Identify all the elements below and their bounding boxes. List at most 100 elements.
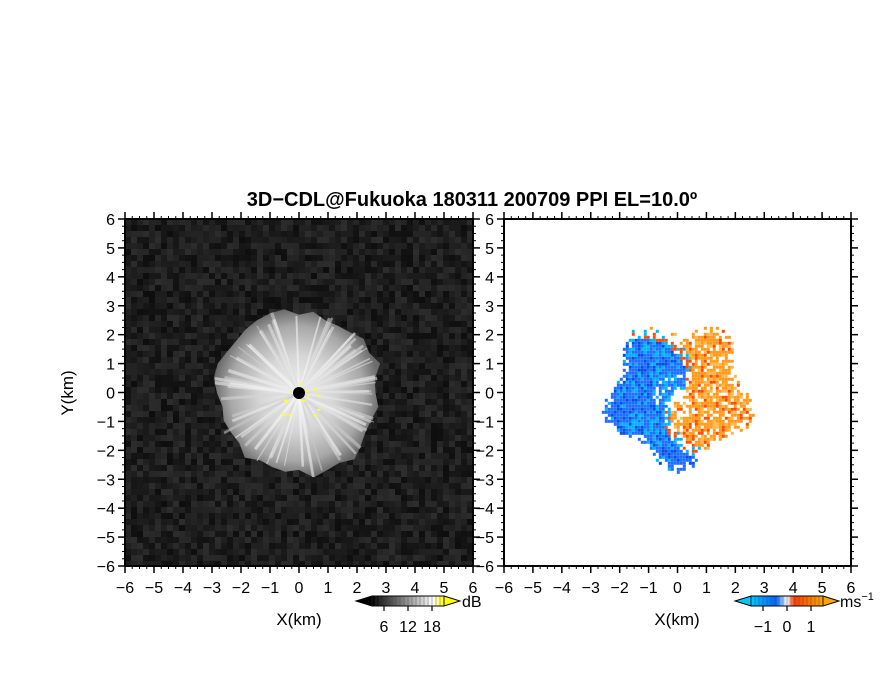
noise-cell bbox=[431, 471, 437, 477]
noise-cell bbox=[383, 267, 389, 273]
velocity-cell bbox=[652, 377, 656, 381]
noise-cell bbox=[431, 465, 437, 471]
velocity-cell bbox=[631, 395, 635, 399]
noise-cell bbox=[407, 393, 413, 399]
velocity-cell bbox=[715, 347, 719, 351]
noise-cell bbox=[311, 279, 317, 285]
velocity-cell bbox=[697, 410, 701, 414]
noise-cell bbox=[419, 543, 425, 549]
noise-cell bbox=[155, 525, 161, 531]
noise-cell bbox=[125, 525, 131, 531]
velocity-cell bbox=[631, 356, 635, 360]
noise-cell bbox=[167, 291, 173, 297]
velocity-cell bbox=[691, 401, 695, 405]
noise-cell bbox=[125, 285, 131, 291]
noise-cell bbox=[293, 501, 299, 507]
noise-cell bbox=[137, 561, 143, 566]
noise-cell bbox=[335, 249, 341, 255]
velocity-cell bbox=[625, 341, 629, 345]
noise-cell bbox=[437, 441, 443, 447]
noise-cell bbox=[365, 291, 371, 297]
noise-cell bbox=[395, 465, 401, 471]
noise-cell bbox=[239, 279, 245, 285]
noise-cell bbox=[413, 411, 419, 417]
noise-cell bbox=[221, 225, 227, 231]
noise-cell bbox=[407, 501, 413, 507]
noise-cell bbox=[455, 447, 461, 453]
noise-cell bbox=[395, 471, 401, 477]
noise-cell bbox=[143, 357, 149, 363]
noise-cell bbox=[329, 255, 335, 261]
noise-cell bbox=[269, 477, 275, 483]
velocity-cell bbox=[739, 419, 743, 423]
noise-cell bbox=[401, 261, 407, 267]
velocity-cell bbox=[628, 416, 632, 420]
velocity-cell bbox=[715, 359, 719, 363]
noise-cell bbox=[443, 297, 449, 303]
noise-cell bbox=[335, 297, 341, 303]
noise-cell bbox=[401, 291, 407, 297]
velocity-cell bbox=[709, 386, 713, 390]
velocity-cell bbox=[676, 356, 680, 360]
velocity-cell bbox=[649, 407, 653, 411]
velocity-cell bbox=[604, 398, 608, 402]
velocity-cell bbox=[691, 371, 695, 375]
noise-cell bbox=[209, 501, 215, 507]
velocity-cell bbox=[634, 410, 638, 414]
velocity-cell bbox=[646, 344, 650, 348]
velocity-cell bbox=[724, 419, 728, 423]
noise-cell bbox=[419, 423, 425, 429]
noise-cell bbox=[227, 267, 233, 273]
velocity-cell bbox=[643, 395, 647, 399]
velocity-cell bbox=[649, 386, 653, 390]
noise-cell bbox=[425, 453, 431, 459]
velocity-cell bbox=[691, 350, 695, 354]
noise-cell bbox=[203, 321, 209, 327]
noise-cell bbox=[143, 519, 149, 525]
velocity-cell bbox=[685, 416, 689, 420]
velocity-cell bbox=[712, 413, 716, 417]
velocity-cell bbox=[658, 362, 662, 366]
noise-cell bbox=[383, 483, 389, 489]
noise-cell bbox=[257, 549, 263, 555]
noise-cell bbox=[353, 321, 359, 327]
noise-cell bbox=[281, 489, 287, 495]
noise-cell bbox=[173, 339, 179, 345]
snr-ray bbox=[298, 392, 357, 455]
noise-cell bbox=[305, 243, 311, 249]
noise-cell bbox=[155, 285, 161, 291]
noise-cell bbox=[329, 465, 335, 471]
noise-cell bbox=[353, 459, 359, 465]
noise-cell bbox=[197, 243, 203, 249]
noise-cell bbox=[401, 501, 407, 507]
noise-cell bbox=[185, 399, 191, 405]
noise-cell bbox=[125, 459, 131, 465]
noise-cell bbox=[413, 555, 419, 561]
noise-cell bbox=[191, 435, 197, 441]
noise-cell bbox=[377, 273, 383, 279]
velocity-cell bbox=[724, 404, 728, 408]
noise-cell bbox=[365, 273, 371, 279]
noise-cell bbox=[461, 507, 467, 513]
velocity-cell bbox=[685, 410, 689, 414]
noise-cell bbox=[143, 459, 149, 465]
velocity-cell bbox=[673, 422, 677, 426]
noise-cell bbox=[449, 381, 455, 387]
noise-cell bbox=[395, 303, 401, 309]
noise-cell bbox=[263, 225, 269, 231]
noise-cell bbox=[377, 261, 383, 267]
velocity-cell bbox=[661, 368, 665, 372]
noise-cell bbox=[191, 267, 197, 273]
noise-cell bbox=[455, 429, 461, 435]
velocity-cell bbox=[634, 401, 638, 405]
noise-cell bbox=[185, 321, 191, 327]
noise-cell bbox=[245, 303, 251, 309]
noise-cell bbox=[215, 345, 221, 351]
velocity-cell bbox=[640, 413, 644, 417]
noise-cell bbox=[245, 543, 251, 549]
noise-cell bbox=[209, 399, 215, 405]
velocity-cell bbox=[691, 374, 695, 378]
noise-cell bbox=[209, 525, 215, 531]
noise-cell bbox=[407, 423, 413, 429]
velocity-cell bbox=[646, 422, 650, 426]
